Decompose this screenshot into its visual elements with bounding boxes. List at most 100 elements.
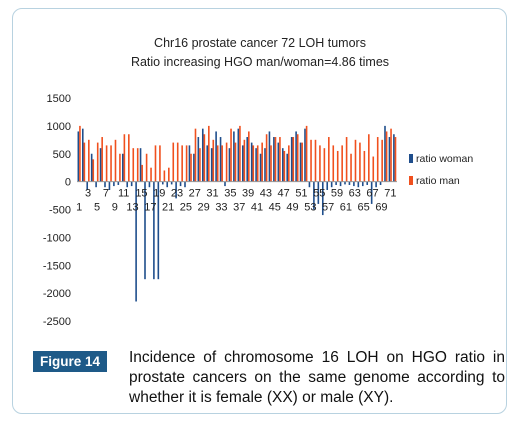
bar-woman	[104, 181, 106, 188]
y-axis: -2500 -2000 -1500 -1000 -500 0 500 1000 1500	[43, 93, 71, 328]
bar-woman	[193, 153, 195, 182]
bar-man	[190, 153, 192, 182]
bar-man	[332, 145, 335, 182]
bar-man	[394, 137, 397, 182]
bar-man	[194, 128, 197, 182]
x-tick-label: 13	[126, 202, 138, 214]
bar-man	[345, 137, 348, 182]
x-axis-ticks: 3 7 11 15 19 23 27 31 35 39 43 47 51 55 59 63 67 711 5 9 13 1…	[76, 188, 396, 214]
y-tick-label: 0	[65, 177, 71, 189]
bar-woman	[99, 148, 102, 182]
bar-woman	[317, 181, 320, 204]
bar-man	[323, 148, 326, 182]
bar-man	[390, 128, 392, 182]
bar-man	[199, 148, 201, 182]
bar-woman	[153, 181, 155, 280]
bar-woman	[321, 181, 324, 216]
bar-woman	[246, 137, 249, 182]
bar-man	[123, 134, 126, 182]
bar-woman	[393, 134, 395, 182]
bar-man	[88, 139, 90, 182]
bar-man	[181, 145, 183, 182]
x-tick-label: 61	[340, 202, 352, 214]
bar-man	[314, 139, 317, 182]
x-tick-label: 53	[304, 202, 316, 214]
y-tick-label: -2500	[43, 316, 71, 328]
bar-woman	[339, 181, 342, 187]
x-tick-label: 65	[358, 202, 370, 214]
bar-woman	[188, 145, 191, 182]
bar-woman	[384, 125, 386, 182]
bar-woman	[144, 181, 146, 280]
bar-woman	[219, 137, 222, 182]
x-tick-label: 45	[269, 202, 281, 214]
bar-woman	[330, 181, 333, 188]
bar-man	[376, 137, 379, 182]
bar-man	[150, 167, 152, 182]
bar-man	[172, 142, 175, 182]
x-tick-label: 23	[171, 188, 183, 200]
x-tick-label: 5	[94, 202, 100, 214]
bar-woman	[250, 142, 253, 182]
y-tick-label: -1000	[43, 232, 71, 244]
bar-man	[79, 125, 81, 182]
bar-woman	[77, 131, 80, 182]
bar-man	[283, 150, 286, 182]
bar-man	[359, 142, 361, 182]
bar-man	[185, 145, 188, 182]
x-tick-label: 71	[384, 188, 396, 200]
bar-man	[203, 134, 206, 182]
bar-woman	[130, 181, 133, 187]
bar-woman	[113, 181, 115, 187]
y-tick-label: -500	[49, 205, 71, 217]
bar-man	[372, 156, 375, 182]
bar-woman	[166, 181, 169, 188]
bar-woman	[237, 128, 240, 182]
bar-woman	[241, 145, 244, 182]
bar-woman	[304, 128, 306, 182]
bar-woman	[281, 148, 284, 182]
bar-woman	[86, 181, 89, 190]
bar-woman	[121, 153, 124, 182]
chart-subtitle: Ratio increasing HGO man/woman=4.86 time…	[131, 55, 389, 69]
bar-woman	[357, 181, 360, 188]
bar-man	[114, 139, 117, 182]
x-tick-label: 39	[242, 188, 254, 200]
x-tick-label: 57	[322, 202, 334, 214]
bar-woman	[228, 148, 231, 182]
bar-woman	[206, 145, 209, 182]
x-tick-label: 63	[349, 188, 361, 200]
bar-man	[252, 145, 255, 182]
bar-man	[350, 153, 352, 182]
bar-man	[225, 142, 228, 182]
bar-woman	[366, 181, 369, 185]
x-tick-label: 15	[135, 188, 147, 200]
bar-man	[341, 145, 343, 182]
bar-man	[168, 167, 170, 182]
bar-woman	[95, 181, 97, 188]
y-tick-label: 1500	[47, 93, 71, 105]
legend-label: ratio woman	[416, 153, 473, 165]
x-tick-label: 27	[189, 188, 201, 200]
figure-caption: Incidence of chromosome 16 LOH on HGO ra…	[129, 349, 505, 406]
chart: Chr16 prostate cancer 72 LOH tumors Rati…	[43, 36, 473, 328]
bar-man	[305, 125, 308, 182]
bar-man	[270, 145, 272, 182]
x-tick-label: 33	[215, 202, 227, 214]
bar-man	[163, 170, 166, 182]
bar-woman	[313, 181, 315, 210]
bar-man	[248, 131, 250, 182]
x-tick-label: 69	[375, 202, 387, 214]
bar-man	[176, 142, 179, 182]
bar-woman	[268, 131, 271, 182]
bar-man	[83, 142, 86, 182]
bar-woman	[361, 181, 364, 187]
bar-woman	[277, 142, 280, 182]
bar-woman	[233, 131, 235, 182]
x-tick-label: 9	[112, 202, 118, 214]
bar-woman	[197, 137, 200, 182]
bar-man	[110, 145, 112, 182]
bars-group	[77, 125, 397, 302]
bar-man	[261, 142, 263, 182]
x-tick-label: 55	[313, 188, 325, 200]
